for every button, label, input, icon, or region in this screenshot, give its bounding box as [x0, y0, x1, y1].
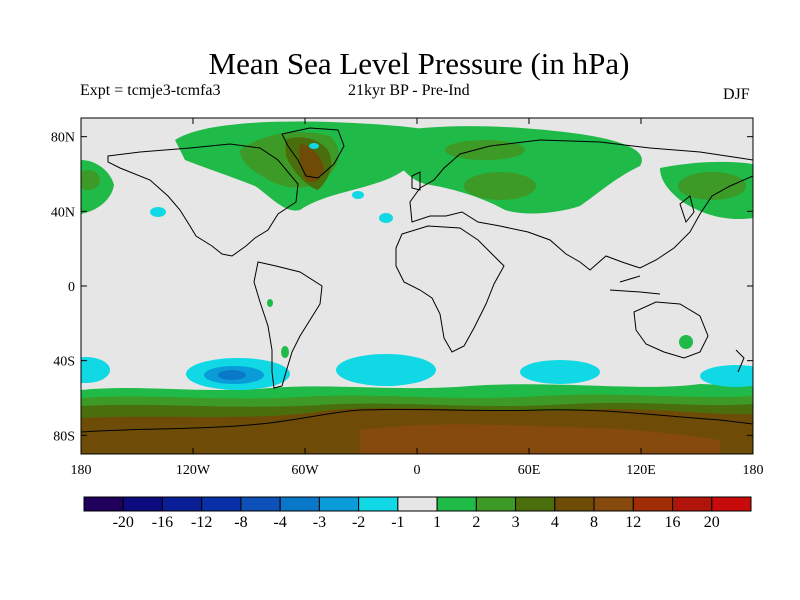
colorbar-swatch	[711, 496, 752, 512]
anomaly-area-s-indian	[520, 360, 600, 384]
colorbar-label: 20	[704, 514, 720, 531]
anomaly-area-australia-pos	[679, 335, 693, 349]
coastline-new-zealand	[735, 349, 745, 373]
coastline-eurasia	[409, 139, 753, 271]
lon-tick-label: 0	[414, 463, 421, 478]
lat-tick-label: 80N	[51, 131, 75, 146]
lon-tick-label: 60E	[518, 463, 541, 478]
lon-tick-label: 60W	[291, 463, 319, 478]
colorbar-swatch	[475, 496, 517, 512]
anomaly-area-siberia-3	[464, 172, 536, 200]
experiment-label: Expt = tcmje3-tcmfa3	[80, 82, 221, 99]
coastline-greenland	[281, 127, 345, 179]
coastline-africa	[395, 225, 505, 353]
lon-tick-label: 120E	[626, 463, 656, 478]
colorbar-swatch	[279, 496, 320, 512]
colorbar-swatch	[632, 496, 674, 512]
coastline-indonesia	[609, 275, 661, 295]
colorbar: -20 -16 -12 -8 -4 -3 -2 -1 1 2 3 4 8 12 16 20	[83, 496, 752, 531]
coastline-north-america	[107, 143, 299, 257]
lon-tick-label: 180	[743, 463, 764, 478]
anomaly-area-sw-pacific	[700, 365, 753, 387]
anomaly-area-antarctic-12	[360, 424, 720, 454]
colorbar-label: 4	[551, 514, 559, 531]
colorbar-label: -4	[274, 514, 287, 531]
anomaly-area-scandinavia-3	[445, 140, 525, 160]
colorbar-label: 16	[665, 514, 681, 531]
anomaly-area-greenland-8	[299, 144, 324, 183]
anomaly-area-nw-pacific-3	[678, 172, 746, 200]
anomaly-area-dateline-south	[81, 357, 110, 383]
anomaly-area-arctic-small-neg	[309, 143, 319, 149]
colorbar-swatch	[318, 496, 360, 512]
coastline-japan	[679, 195, 695, 224]
colorbar-swatch	[122, 496, 163, 512]
colorbar-swatch	[436, 496, 477, 512]
anomaly-area-se-pacific-3	[218, 370, 246, 380]
colorbar-label: -12	[191, 514, 212, 531]
colorbar-label: 3	[512, 514, 520, 531]
colorbar-swatch	[83, 496, 124, 512]
chart-title: Mean Sea Level Pressure (in hPa)	[208, 46, 630, 81]
colorbar-swatch	[672, 496, 713, 512]
lat-tick-label: 40S	[53, 355, 75, 370]
colorbar-label: -2	[352, 514, 365, 531]
coastline-south-america	[253, 261, 323, 389]
anomaly-area-atlantic-small-neg-1	[352, 191, 364, 199]
colorbar-label: -16	[152, 514, 173, 531]
lon-tick-label: 120W	[176, 463, 211, 478]
colorbar-swatch	[161, 496, 203, 512]
colorbar-label: -8	[234, 514, 247, 531]
colorbar-swatch	[201, 496, 242, 512]
colorbar-swatch	[240, 496, 281, 512]
lat-tick-label: 80S	[53, 429, 75, 444]
anomaly-area-s-atlantic	[336, 354, 436, 386]
colorbar-label: 8	[590, 514, 598, 531]
lat-tick-label: 0	[68, 280, 75, 295]
colorbar-label: 2	[472, 514, 480, 531]
coastline-antarctica	[81, 408, 753, 433]
coastline-uk	[411, 171, 421, 191]
colorbar-label: 12	[625, 514, 641, 531]
colorbar-swatch	[593, 496, 634, 512]
anomaly-area-brazil-pos	[267, 299, 273, 307]
anomaly-area-andes-pos	[281, 346, 289, 358]
colorbar-label: -20	[113, 514, 134, 531]
colorbar-swatch	[554, 496, 595, 512]
anomaly-area-pacific-small-neg	[150, 207, 166, 217]
pressure-field	[81, 121, 753, 454]
colorbar-label: 1	[433, 514, 441, 531]
lon-tick-label: 180	[71, 463, 92, 478]
colorbar-label: -1	[391, 514, 404, 531]
axis-ticks: 80N 40N 0 40S 80S 180 120W 60W 0 60E 120E 180	[51, 118, 764, 478]
season-label: DJF	[723, 86, 750, 103]
coastlines	[81, 127, 753, 433]
colorbar-swatch	[397, 496, 438, 512]
anomaly-area-atlantic-small-neg-2	[379, 213, 393, 223]
lat-tick-label: 40N	[51, 205, 75, 220]
coastline-australia	[633, 301, 709, 359]
anomaly-area-ne-pacific-3	[81, 170, 100, 190]
colorbar-swatch	[515, 496, 556, 512]
colorbar-swatch	[358, 496, 399, 512]
colorbar-label: -3	[313, 514, 326, 531]
period-label: 21kyr BP - Pre-Ind	[348, 82, 470, 99]
